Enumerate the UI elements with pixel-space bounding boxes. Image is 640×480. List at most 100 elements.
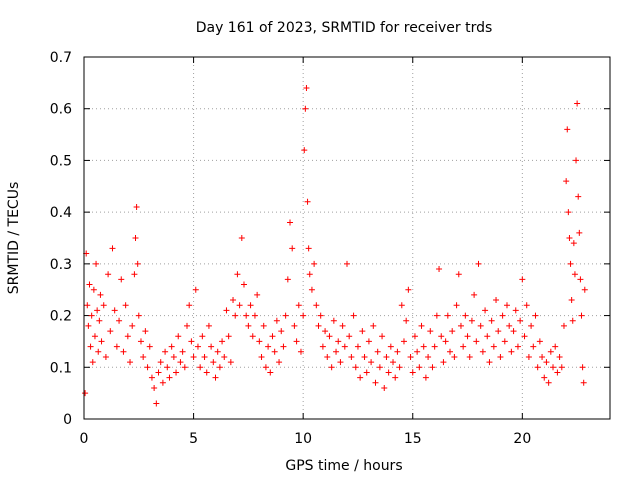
data-point [477, 322, 484, 329]
data-point [493, 297, 500, 304]
data-point [304, 198, 311, 205]
data-point [341, 343, 348, 350]
data-point [558, 364, 565, 371]
data-point [260, 322, 267, 329]
data-point [122, 302, 129, 309]
data-point [118, 276, 125, 283]
data-point [258, 353, 265, 360]
data-point [385, 369, 392, 376]
data-point [93, 260, 100, 267]
data-point [372, 379, 379, 386]
data-point [475, 260, 482, 267]
data-point [554, 369, 561, 376]
y-tick-label: 0.7 [50, 50, 72, 66]
data-point [514, 343, 521, 350]
data-point [440, 359, 447, 366]
data-point [361, 353, 368, 360]
data-point [547, 348, 554, 355]
data-point [142, 328, 149, 335]
data-point [159, 379, 166, 386]
data-point [155, 369, 162, 376]
data-point [131, 271, 138, 278]
axis-ticks [83, 56, 610, 420]
data-point [571, 271, 578, 278]
data-point [521, 333, 528, 340]
data-point [86, 281, 93, 288]
data-point [197, 364, 204, 371]
data-point [291, 322, 298, 329]
data-point [564, 126, 571, 133]
plot-frame [83, 56, 611, 420]
data-point [273, 317, 280, 324]
data-point [186, 302, 193, 309]
data-point [214, 348, 221, 355]
data-point [301, 147, 308, 154]
data-point [416, 364, 423, 371]
data-point [365, 338, 372, 345]
data-point [164, 364, 171, 371]
data-point [282, 312, 289, 319]
data-point [550, 364, 557, 371]
data-point [132, 235, 139, 241]
data-point [177, 359, 184, 366]
data-point [573, 157, 580, 164]
data-point [539, 353, 546, 360]
data-point [512, 307, 519, 314]
data-point [111, 307, 118, 314]
x-tick-label: 10 [294, 431, 312, 447]
y-tick-label: 0.6 [50, 102, 72, 118]
data-point [124, 333, 131, 340]
data-point [88, 312, 95, 319]
y-axis-label: SRMTID / TECUs [6, 182, 22, 295]
data-point [82, 390, 89, 397]
data-point [460, 343, 467, 350]
data-point [184, 322, 191, 329]
data-point [363, 369, 370, 376]
data-point [488, 317, 495, 324]
data-point [510, 328, 517, 335]
data-point [89, 359, 96, 366]
data-point [400, 338, 407, 345]
data-point [451, 353, 458, 360]
data-point [85, 322, 92, 329]
data-point [238, 235, 245, 241]
data-point [109, 245, 116, 252]
chart-title: Day 161 of 2023, SRMTID for receiver trd… [196, 20, 493, 36]
data-point [280, 343, 287, 350]
data-point [168, 343, 175, 350]
data-point [127, 359, 134, 366]
x-tick-label: 0 [80, 431, 89, 447]
data-point [578, 312, 585, 319]
data-point [175, 333, 182, 340]
data-point [210, 359, 217, 366]
data-point [519, 276, 526, 283]
data-point [560, 322, 567, 329]
data-point [490, 343, 497, 350]
data-point [552, 343, 559, 350]
data-point [534, 364, 541, 371]
data-point [436, 266, 443, 273]
data-point [162, 348, 169, 355]
data-point [205, 322, 212, 329]
data-point [528, 322, 535, 329]
data-point [203, 369, 210, 376]
data-point [339, 322, 346, 329]
data-point [464, 333, 471, 340]
data-point [194, 343, 201, 350]
data-point [91, 333, 98, 340]
data-point [247, 302, 254, 309]
data-point [265, 343, 272, 350]
data-point [471, 291, 478, 298]
data-point [354, 343, 361, 350]
data-point [422, 374, 429, 381]
data-point [262, 364, 269, 371]
data-point [319, 343, 326, 350]
data-point [212, 374, 219, 381]
data-point [303, 85, 310, 92]
data-point [574, 100, 581, 107]
data-point [133, 203, 140, 210]
data-point [113, 343, 120, 350]
data-points [82, 85, 588, 407]
data-point [134, 260, 141, 267]
